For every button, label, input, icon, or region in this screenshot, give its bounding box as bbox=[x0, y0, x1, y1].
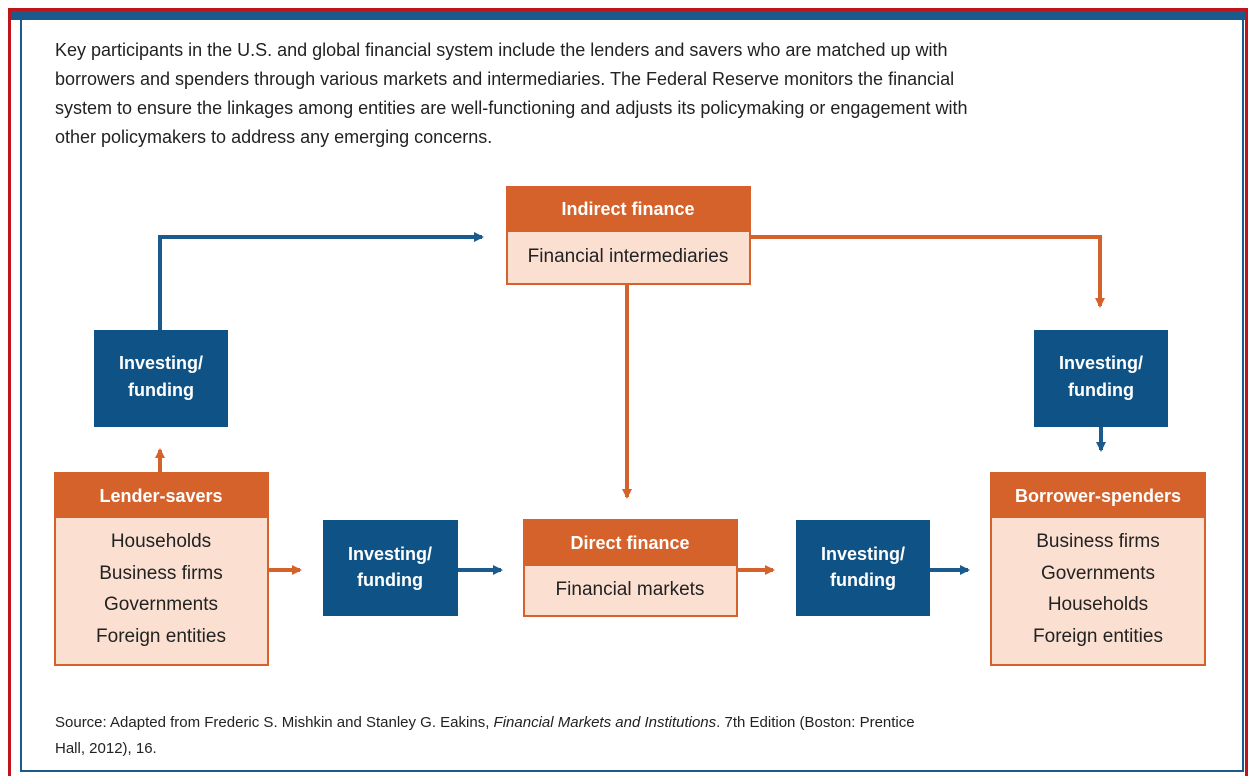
source-text: Source: Adapted from Frederic S. Mishkin… bbox=[55, 714, 494, 731]
intro-line: Key participants in the U.S. and global … bbox=[55, 40, 948, 60]
arrow bbox=[158, 232, 484, 330]
arrows bbox=[155, 232, 1106, 575]
node-header bbox=[524, 520, 737, 566]
intro-line: borrowers and spenders through various m… bbox=[55, 69, 955, 89]
source-title: Financial Markets and Institutions bbox=[493, 714, 717, 731]
outer-frame bbox=[8, 8, 1248, 776]
top-bar bbox=[11, 11, 1245, 20]
node-body: Financial markets bbox=[556, 579, 705, 600]
node-header bbox=[991, 473, 1205, 518]
investing-box bbox=[796, 520, 930, 616]
intro-line: other policymakers to address any emergi… bbox=[55, 127, 493, 147]
node-header bbox=[507, 187, 750, 232]
node-item: Foreign entities bbox=[96, 626, 226, 647]
node-title: Borrower-spenders bbox=[1015, 486, 1181, 506]
node-body: Financial intermediaries bbox=[528, 246, 729, 267]
intro: Key participants in the U.S. and global … bbox=[55, 36, 968, 152]
investing-box bbox=[323, 520, 458, 616]
node-header bbox=[55, 473, 268, 518]
investing-label: funding bbox=[1068, 380, 1134, 400]
investing-label: funding bbox=[357, 570, 423, 590]
investing-label: funding bbox=[128, 380, 194, 400]
investing-label: Investing/ bbox=[348, 544, 432, 564]
investing-label: Investing/ bbox=[821, 544, 905, 564]
investing-label: funding bbox=[830, 570, 896, 590]
node-item: Business firms bbox=[99, 563, 223, 584]
node-item: Governments bbox=[104, 594, 218, 615]
investing-box bbox=[1034, 330, 1168, 427]
inner-frame bbox=[20, 20, 1244, 772]
source-text: . 7th Edition (Boston: Prentice bbox=[716, 714, 915, 731]
node-item: Governments bbox=[1041, 563, 1155, 584]
node-title: Lender-savers bbox=[99, 486, 222, 506]
source-line: Source: Adapted from Frederic S. Mishkin… bbox=[55, 710, 915, 736]
investing-label: Investing/ bbox=[119, 353, 203, 373]
source-line: Hall, 2012), 16. bbox=[55, 740, 157, 757]
node-title: Indirect finance bbox=[561, 199, 694, 219]
investing-box bbox=[94, 330, 228, 427]
node-item: Foreign entities bbox=[1033, 626, 1163, 647]
node-item: Business firms bbox=[1036, 531, 1160, 552]
arrow bbox=[750, 235, 1105, 308]
node-item: Households bbox=[111, 531, 211, 552]
node-title: Direct finance bbox=[570, 533, 689, 553]
node-item: Households bbox=[1048, 594, 1148, 615]
source: Source: Adapted from Frederic S. Mishkin… bbox=[55, 710, 915, 762]
intro-line: system to ensure the linkages among enti… bbox=[55, 98, 968, 118]
investing-label: Investing/ bbox=[1059, 353, 1143, 373]
